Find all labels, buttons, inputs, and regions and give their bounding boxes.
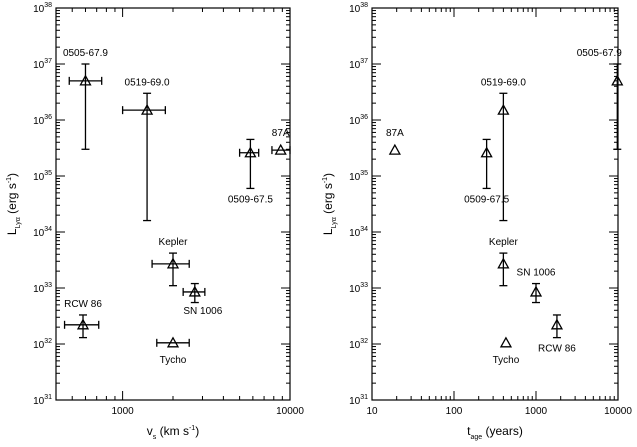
- data-point: Kepler: [489, 237, 519, 287]
- point-label: Tycho: [493, 355, 520, 366]
- data-point: 87A: [386, 128, 404, 155]
- triangle-marker: [499, 336, 513, 348]
- y-tick-label: 1033: [349, 282, 368, 295]
- triangle-marker: [244, 146, 257, 158]
- triangle-marker: [76, 318, 90, 330]
- point-label: 0519-69.0: [125, 77, 170, 88]
- y-tick-label: 1034: [349, 226, 368, 239]
- data-point: 0505-67.9: [577, 48, 624, 150]
- y-tick-label: 1033: [33, 282, 52, 295]
- triangle-marker: [274, 143, 287, 155]
- x-tick-label: 10000: [276, 406, 304, 417]
- triangle-marker: [550, 318, 564, 330]
- point-label: SN 1006: [517, 268, 556, 279]
- point-label: RCW 86: [538, 344, 576, 355]
- y-tick-label: 1031: [349, 394, 368, 407]
- triangle-marker: [188, 285, 201, 297]
- y-tick-label: 1034: [33, 226, 52, 239]
- data-point: RCW 86: [63, 299, 102, 339]
- data-point: 0509-67.5: [228, 138, 273, 205]
- y-tick-label: 1037: [33, 58, 52, 71]
- point-label: 87A: [386, 128, 404, 139]
- y-tick-label: 1038: [33, 2, 52, 15]
- data-point: Kepler: [151, 237, 190, 287]
- x-axis-label: tage (years): [467, 424, 523, 441]
- point-label: 0505-67.9: [577, 48, 622, 59]
- data-point: Tycho: [493, 336, 520, 366]
- data-point: 87A: [271, 128, 291, 155]
- data-point: 0519-69.0: [481, 77, 526, 222]
- chart-panel-2: 1031 1032 1033 1034 1035 1036 1037 1038 10 100 100…: [321, 2, 632, 441]
- y-tick-label: 1032: [349, 338, 368, 351]
- triangle-marker: [497, 103, 510, 115]
- x-tick-label: 1000: [525, 406, 548, 417]
- point-label: 0519-69.0: [481, 77, 526, 88]
- point-label: Kepler: [489, 237, 519, 248]
- triangle-marker: [388, 143, 401, 155]
- triangle-marker: [140, 103, 154, 115]
- triangle-marker: [79, 74, 92, 86]
- point-label: RCW 86: [64, 299, 102, 310]
- y-tick-label: 1032: [33, 338, 52, 351]
- data-point: 0505-67.9: [63, 48, 108, 150]
- data-point: 0509-67.5: [464, 138, 510, 205]
- chart-panel-1: 1031 1032 1033 1034 1035 1036 1037 1038 1000 1000…: [5, 2, 304, 441]
- point-label: SN 1006: [183, 306, 222, 317]
- triangle-marker: [611, 74, 624, 86]
- data-point: SN 1006: [517, 268, 556, 304]
- triangle-marker: [166, 257, 180, 269]
- x-tick-label: 100: [446, 406, 463, 417]
- x-tick-label: 1000: [111, 406, 134, 417]
- x-axis-label: vs (km s-1): [147, 424, 199, 441]
- point-label: Tycho: [160, 355, 187, 366]
- point-label: 87A: [272, 128, 290, 139]
- y-tick-label: 1037: [349, 58, 368, 71]
- y-tick-label: 1036: [33, 114, 52, 127]
- y-tick-label: 1035: [349, 170, 368, 183]
- x-tick-label: 10000: [604, 406, 632, 417]
- triangle-marker: [480, 146, 493, 158]
- triangle-marker: [497, 257, 510, 269]
- data-point: 0519-69.0: [121, 77, 170, 222]
- point-label: 0505-67.9: [63, 48, 108, 59]
- y-tick-label: 1035: [33, 170, 52, 183]
- data-point: SN 1006: [182, 282, 223, 317]
- x-tick-label: 10: [366, 406, 378, 417]
- data-point: RCW 86: [538, 314, 576, 355]
- point-label: 0509-67.5: [464, 194, 509, 205]
- triangle-marker: [529, 285, 543, 297]
- y-axis-label: LLyα (erg s-1): [321, 173, 338, 235]
- point-label: Kepler: [159, 237, 189, 248]
- data-point: Tycho: [156, 336, 190, 366]
- triangle-marker: [166, 336, 180, 348]
- y-tick-label: 1038: [349, 2, 368, 15]
- y-tick-label: 1031: [33, 394, 52, 407]
- point-label: 0509-67.5: [228, 194, 273, 205]
- plot-frame: [371, 7, 619, 401]
- y-tick-label: 1036: [349, 114, 368, 127]
- y-axis-label: LLyα (erg s-1): [5, 173, 22, 235]
